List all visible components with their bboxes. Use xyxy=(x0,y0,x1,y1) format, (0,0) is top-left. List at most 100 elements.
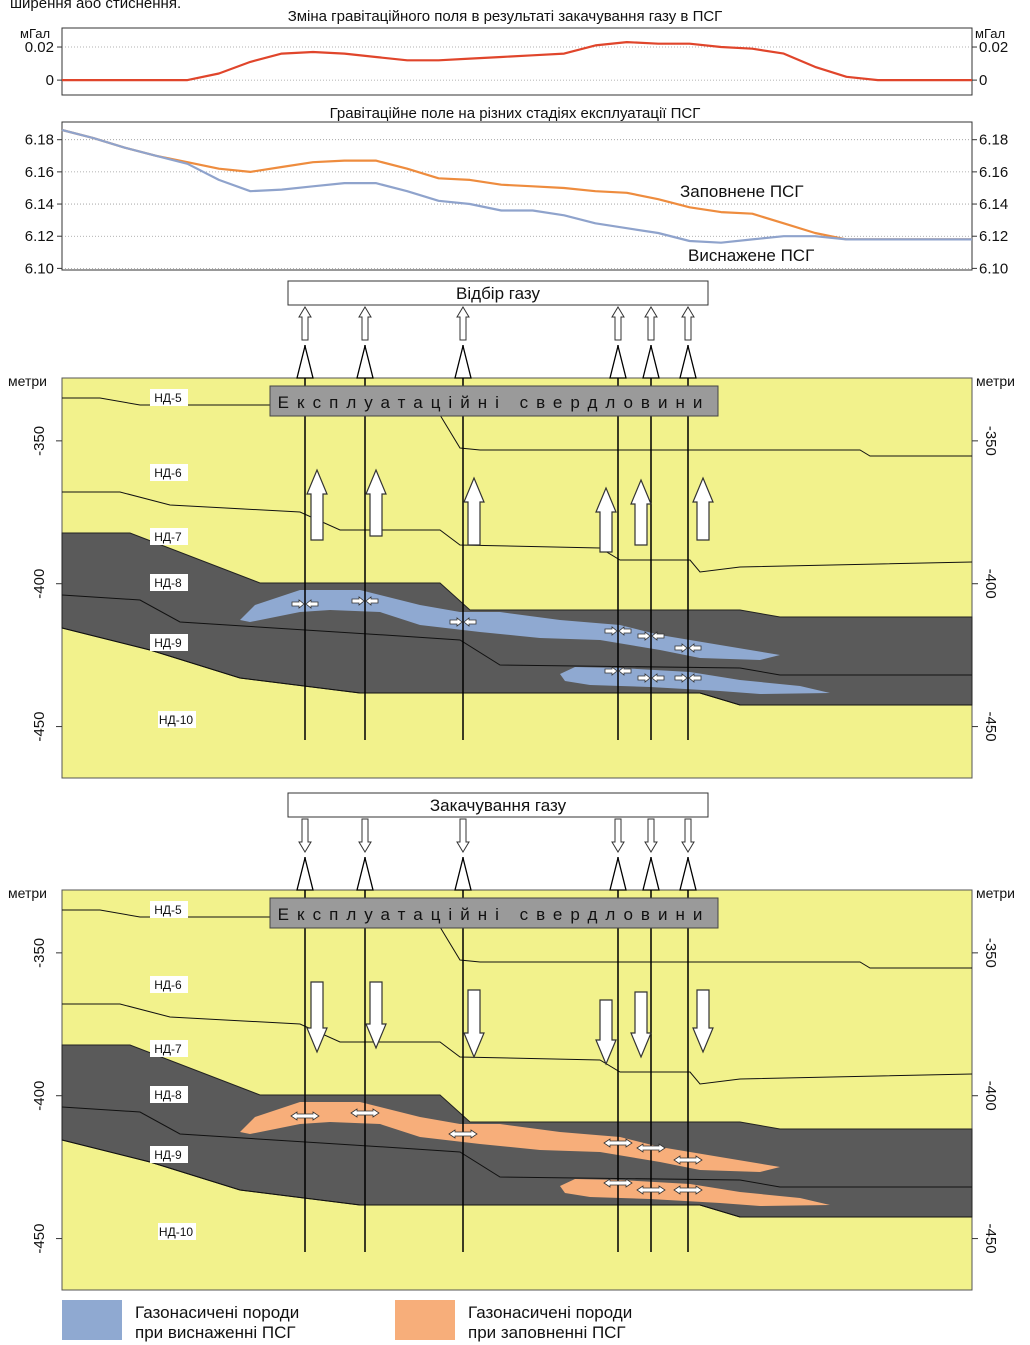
y-unit-right: мГал xyxy=(975,26,1005,41)
y-tick-label: 0.02 xyxy=(25,39,54,56)
legend-swatch xyxy=(62,1300,122,1340)
data-line xyxy=(61,128,972,244)
big-arrow xyxy=(306,468,328,541)
top-box xyxy=(287,792,709,818)
flow-arrow xyxy=(644,818,658,853)
y-tick-label: 6.16 xyxy=(25,164,54,181)
y-tick-label: 6.12 xyxy=(979,228,1008,245)
y-tick-label: -400 xyxy=(982,1081,999,1111)
well-head xyxy=(356,857,374,891)
well-head xyxy=(609,345,627,379)
legend-label: при виснаженні ПСГ xyxy=(135,1323,296,1342)
y-tick-label: 0.02 xyxy=(979,39,1008,56)
flow-arrow xyxy=(456,306,470,341)
axis-label: метри xyxy=(976,373,1015,389)
flow-arrow xyxy=(358,818,372,853)
pressure-arrow xyxy=(673,1155,703,1165)
layer-label: НД-9 xyxy=(154,636,182,650)
pressure-arrow xyxy=(603,1138,633,1148)
y-tick-label: 6.14 xyxy=(979,196,1008,213)
pressure-arrow xyxy=(674,643,702,653)
layer-label: НД-5 xyxy=(154,903,182,917)
legend-label: при заповненні ПСГ xyxy=(468,1323,626,1342)
layer-label: НД-7 xyxy=(154,1042,182,1056)
layer-boundary xyxy=(61,594,972,676)
y-tick-label: 6.10 xyxy=(25,260,54,277)
wells-label: Експлуатаційні свердловини xyxy=(278,905,711,924)
top-box-label: Закачування газу xyxy=(430,796,567,815)
y-tick-label: -350 xyxy=(982,426,999,456)
layer-label-bg xyxy=(150,976,188,993)
pressure-arrow xyxy=(604,626,632,636)
flow-arrow xyxy=(644,306,658,341)
y-tick-label: 6.18 xyxy=(979,132,1008,149)
gas-zone xyxy=(240,590,780,660)
pressure-arrow xyxy=(350,1108,380,1118)
flow-arrow xyxy=(611,306,625,341)
legend-label: Газонасичені породи xyxy=(135,1303,299,1322)
big-arrow xyxy=(630,991,652,1059)
y-tick-label: -400 xyxy=(982,569,999,599)
pressure-arrow xyxy=(674,673,702,683)
pressure-arrow xyxy=(291,599,319,609)
y-tick-label: 6.14 xyxy=(25,196,54,213)
well-head xyxy=(296,857,314,891)
flow-arrow xyxy=(358,306,372,341)
pressure-arrow xyxy=(351,596,379,606)
layer-label: НД-10 xyxy=(159,1225,193,1239)
layer-label-bg xyxy=(150,464,188,481)
layer-label: НД-10 xyxy=(159,713,193,727)
y-tick-label: 6.18 xyxy=(25,132,54,149)
layer-label-bg xyxy=(158,711,196,728)
wells-label: Експлуатаційні свердловини xyxy=(278,393,711,412)
layer-boundary xyxy=(62,491,973,573)
series-label: Заповнене ПСГ xyxy=(680,182,804,201)
pressure-arrow xyxy=(448,1129,478,1139)
layer-label-bg xyxy=(150,389,188,406)
y-unit-left: мГал xyxy=(20,26,50,41)
layer-label: НД-7 xyxy=(154,530,182,544)
layer-label-bg xyxy=(150,528,188,545)
layer-label-bg xyxy=(150,901,188,918)
layer-label: НД-8 xyxy=(154,576,182,590)
pressure-arrow xyxy=(637,673,665,683)
axis-label: метри xyxy=(976,885,1015,901)
y-tick-label: -450 xyxy=(982,1224,999,1254)
y-tick-label: -450 xyxy=(31,1224,48,1254)
layer-label: НД-8 xyxy=(154,1088,182,1102)
data-line xyxy=(62,41,972,82)
big-arrow xyxy=(630,478,652,546)
big-arrow xyxy=(595,999,617,1066)
plot-frame xyxy=(61,121,973,271)
wells-box xyxy=(269,385,719,417)
well-head xyxy=(642,345,660,379)
axis-label: метри xyxy=(8,373,47,389)
legend-label: Газонасичені породи xyxy=(468,1303,632,1322)
chart-title: Гравітаційне поле на різних стадіях експ… xyxy=(330,105,701,122)
big-arrow xyxy=(692,476,714,541)
layer-boundary xyxy=(62,1003,973,1085)
layer-label-bg xyxy=(150,1146,188,1163)
well-head xyxy=(454,345,472,379)
big-arrow xyxy=(463,989,485,1059)
top-box xyxy=(287,280,709,306)
y-tick-label: -350 xyxy=(31,938,48,968)
well-head xyxy=(679,857,697,891)
flow-arrow xyxy=(611,818,625,853)
legend-swatch xyxy=(395,1300,455,1340)
layer-boundary xyxy=(61,1106,972,1188)
big-arrow xyxy=(692,989,714,1054)
pressure-arrow xyxy=(637,631,665,641)
well-head xyxy=(642,857,660,891)
data-line xyxy=(61,128,972,241)
caption-fragment: ширення або стиснення. xyxy=(10,0,181,12)
y-tick-label: 6.16 xyxy=(979,164,1008,181)
layer-label: НД-5 xyxy=(154,391,182,405)
y-tick-label: -350 xyxy=(31,426,48,456)
top-box-label: Відбір газу xyxy=(456,284,540,303)
layer-label-bg xyxy=(158,1223,196,1240)
big-arrow xyxy=(306,981,328,1054)
big-arrow xyxy=(365,468,387,537)
y-tick-label: 0 xyxy=(46,72,54,89)
